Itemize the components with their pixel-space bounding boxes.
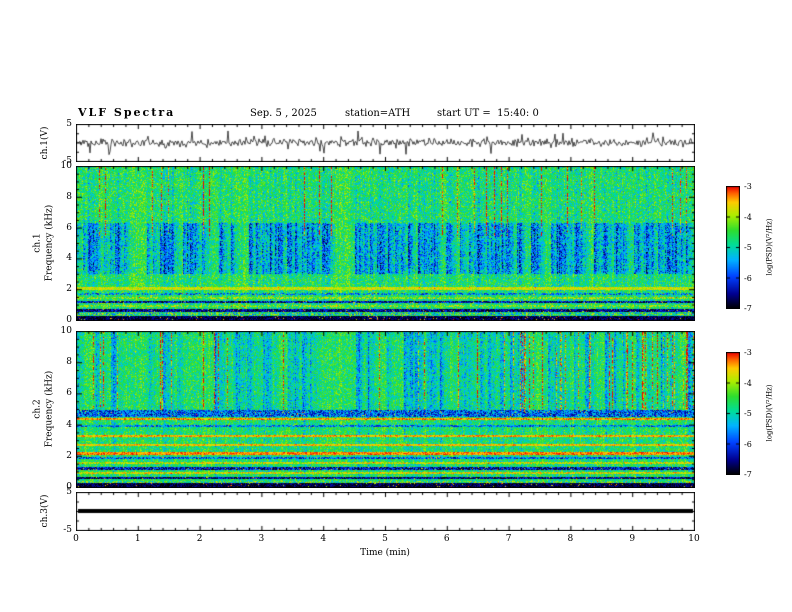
tick-label: -3 bbox=[744, 348, 752, 357]
colorbar-ch1 bbox=[726, 186, 740, 309]
tick-label: 0 bbox=[73, 534, 79, 544]
tick-label: 6 bbox=[66, 388, 72, 399]
tick-label: 8 bbox=[567, 534, 574, 544]
tick-label: 1 bbox=[134, 534, 141, 544]
tick-label: -4 bbox=[744, 212, 752, 222]
ch3-voltage-axis-label: ch.3(V) bbox=[40, 494, 51, 528]
tick-label: -5 bbox=[63, 156, 72, 166]
tick-label: 5 bbox=[382, 534, 388, 544]
ch2-spectrogram bbox=[76, 331, 695, 488]
tick-label: -7 bbox=[744, 470, 752, 479]
tick-label: 2 bbox=[196, 534, 203, 544]
ch1-frequency-axis-label: ch.1 Frequency (kHz) bbox=[32, 204, 54, 282]
tick-label: -5 bbox=[744, 409, 752, 418]
date-label: Sep. 5 , 2025 bbox=[250, 108, 317, 119]
station-label: station=ATH bbox=[345, 108, 411, 119]
colorbar1-label: log(PSD)(V²/Hz) bbox=[765, 218, 774, 276]
tick-label: 10 bbox=[60, 161, 72, 171]
start-ut-label: start UT = 15:40: 0 bbox=[437, 108, 539, 119]
tick-label: 7 bbox=[505, 534, 512, 544]
tick-label: -4 bbox=[744, 378, 752, 388]
ch3-waveform-plot bbox=[76, 492, 695, 531]
tick-label: 5 bbox=[66, 119, 72, 129]
ch2-frequency-axis-label: ch.2 Frequency (kHz) bbox=[32, 370, 54, 448]
ch1-spectrogram bbox=[76, 166, 695, 321]
tick-label: 10 bbox=[60, 326, 72, 336]
figure-title: VLF Spectra bbox=[78, 106, 176, 119]
ch1-waveform-plot bbox=[76, 124, 695, 162]
x-axis-label: Time (min) bbox=[360, 548, 410, 558]
tick-label: 4 bbox=[66, 253, 72, 264]
tick-label: 2 bbox=[66, 284, 72, 295]
tick-label: 6 bbox=[443, 534, 450, 544]
tick-label: 8 bbox=[66, 357, 72, 368]
colorbar-ch2 bbox=[726, 352, 740, 475]
tick-label: -7 bbox=[744, 304, 752, 313]
tick-label: -5 bbox=[63, 525, 72, 535]
tick-label: 9 bbox=[629, 534, 636, 544]
tick-label: 0 bbox=[66, 315, 72, 325]
tick-label: -3 bbox=[744, 182, 752, 191]
tick-label: 0 bbox=[66, 482, 72, 492]
tick-label: 5 bbox=[66, 487, 72, 497]
tick-label: -6 bbox=[744, 273, 752, 283]
tick-label: 3 bbox=[258, 534, 265, 544]
tick-label: -6 bbox=[744, 439, 752, 449]
tick-label: -5 bbox=[744, 243, 752, 252]
tick-label: 10 bbox=[688, 534, 700, 544]
colorbar2-label: log(PSD)(V²/Hz) bbox=[765, 384, 774, 442]
tick-label: 6 bbox=[66, 222, 72, 233]
tick-label: 4 bbox=[320, 534, 327, 544]
ch1-voltage-axis-label: ch.1(V) bbox=[40, 126, 51, 160]
tick-label: 2 bbox=[66, 450, 72, 461]
tick-label: 8 bbox=[66, 191, 72, 202]
tick-label: 4 bbox=[66, 419, 72, 430]
